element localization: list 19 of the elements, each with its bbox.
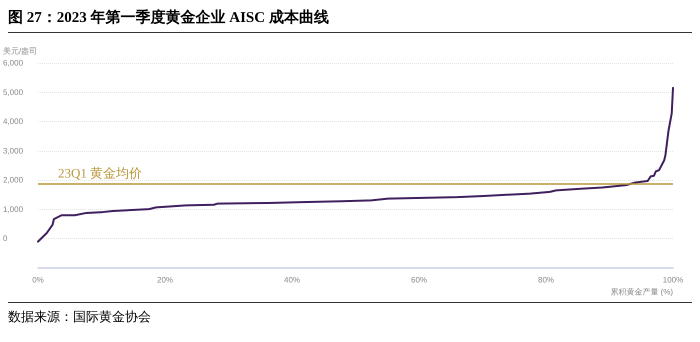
x-axis-title: 累积黄金产量 (%): [610, 288, 674, 296]
y-tick-label: 3,000: [3, 146, 24, 156]
x-tick-label: 0%: [32, 276, 44, 284]
ref-line-label: 23Q1 黄金均价: [58, 165, 142, 180]
x-tick-label: 40%: [284, 276, 300, 284]
y-tick-label: 2,000: [3, 176, 24, 185]
y-tick-label: 4,000: [3, 117, 24, 126]
x-tick-label: 80%: [538, 276, 554, 284]
chart-title: 图 27：2023 年第一季度黄金企业 AISC 成本曲线: [8, 8, 692, 33]
x-tick-label: 20%: [156, 276, 174, 284]
y-tick-label: 6,000: [3, 58, 24, 68]
x-tick-label: 100%: [662, 276, 684, 284]
y-tick-label: 5,000: [3, 88, 24, 97]
line-series: [37, 86, 674, 243]
x-tick-label: 60%: [410, 276, 428, 284]
y-tick-label: 1,000: [3, 204, 24, 214]
y-axis-title: 美元/盎司: [3, 46, 38, 56]
source-note: 数据来源：国际黄金协会: [8, 302, 692, 326]
y-tick-label: 0: [3, 234, 8, 244]
